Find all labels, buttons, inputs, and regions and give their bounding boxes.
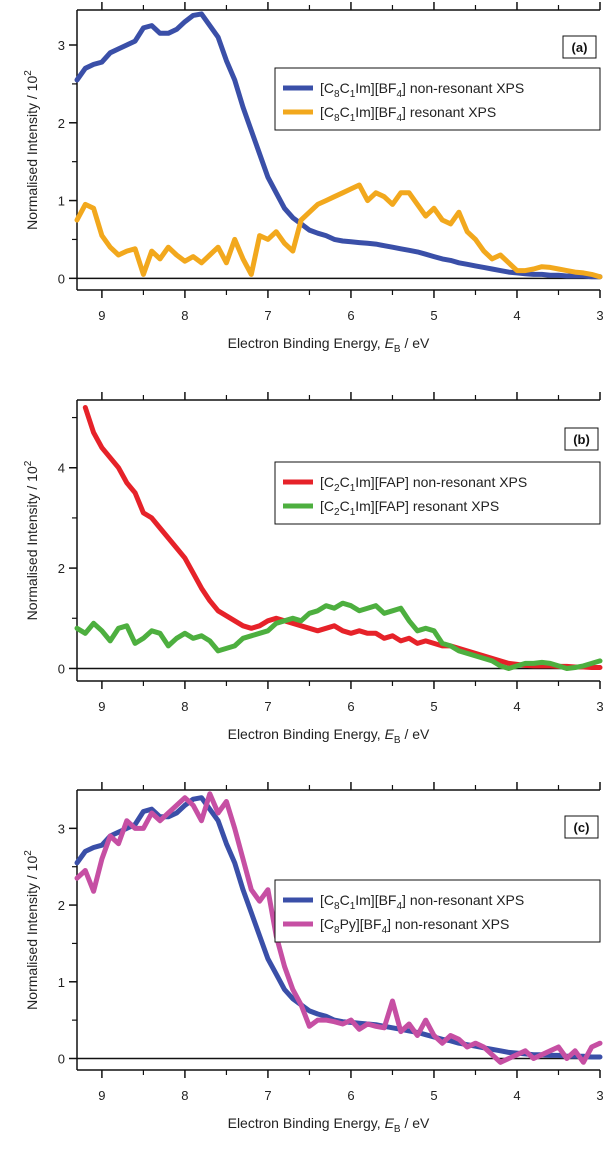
x-tick-label: 3 <box>596 699 603 714</box>
x-tick-label: 7 <box>264 1088 271 1103</box>
panel-tag: (b) <box>564 427 599 451</box>
panel-tag-label: (b) <box>573 432 590 447</box>
legend: [C2​C1​Im][FAP] non-resonant XPS [C2​C1​I… <box>274 461 601 525</box>
panel-tag-box <box>562 35 597 59</box>
x-tick-label: 9 <box>98 308 105 323</box>
x-axis-label: Electron Binding Energy, EB / eV <box>228 335 430 355</box>
panel-tag-box <box>564 427 599 451</box>
panel-tag: (a) <box>562 35 597 59</box>
x-tick-label: 4 <box>513 308 520 323</box>
legend: [C8​C1​Im][BF4​] non-resonant XPS [C8​C1​… <box>274 67 601 131</box>
series-line-2 <box>74 600 603 671</box>
panel-b: 9 8 7 6 5 4 3 0 2 4 [C2​C1​Im][FAP] non-resonant X… <box>23 392 604 746</box>
x-tick-label: 8 <box>181 699 188 714</box>
y-tick-label: 2 <box>58 561 65 576</box>
x-tick-label: 8 <box>181 308 188 323</box>
y-tick-label: 3 <box>58 821 65 836</box>
legend-entry: [C8​Py][BF4​] non-resonant XPS <box>320 916 509 936</box>
panel-tag-box <box>564 815 599 839</box>
y-axis-label: Normalised Intensity / 102 <box>23 850 40 1010</box>
legend-entry: [C8​C1​Im][BF4​] non-resonant XPS <box>320 80 524 100</box>
x-axis-label: Electron Binding Energy, EB / eV <box>228 726 430 746</box>
x-tick-label: 3 <box>596 1088 603 1103</box>
panel-a: 9 8 7 6 5 4 3 0 1 2 3 [C8​C1​Im][BF4​] non-resonant… <box>23 2 604 355</box>
x-tick-label: 4 <box>513 1088 520 1103</box>
y-tick-label: 2 <box>58 116 65 131</box>
x-axis-label: Electron Binding Energy, EB / eV <box>228 1115 430 1135</box>
y-tick-label: 1 <box>58 975 65 990</box>
y-tick-label: 4 <box>58 461 65 476</box>
y-axis-label: Normalised Intensity / 102 <box>23 460 40 620</box>
x-tick-label: 7 <box>264 308 271 323</box>
legend-box <box>274 879 601 943</box>
panel-tag-label: (a) <box>572 40 588 55</box>
x-tick-label: 5 <box>430 1088 437 1103</box>
y-tick-label: 0 <box>58 661 65 676</box>
y-tick-label: 2 <box>58 898 65 913</box>
panel-tag: (c) <box>564 815 599 839</box>
legend-entry: [C2​C1​Im][FAP] non-resonant XPS <box>320 474 527 494</box>
x-tick-label: 9 <box>98 699 105 714</box>
panel-c: 9 8 7 6 5 4 3 0 1 2 3 [C8​C1​Im][BF4​] non-resonant… <box>23 782 604 1135</box>
panel-tag-label: (c) <box>574 820 590 835</box>
x-tick-label: 5 <box>430 308 437 323</box>
x-tick-label: 5 <box>430 699 437 714</box>
x-tick-label: 6 <box>347 308 354 323</box>
legend-entry: [C8​C1​Im][BF4​] resonant XPS <box>320 104 496 124</box>
y-tick-label: 0 <box>58 271 65 286</box>
series-line-1 <box>74 11 603 280</box>
x-tick-label: 4 <box>513 699 520 714</box>
x-tick-label: 6 <box>347 1088 354 1103</box>
y-tick-label: 0 <box>58 1051 65 1066</box>
series-line-2 <box>74 182 603 280</box>
x-tick-label: 8 <box>181 1088 188 1103</box>
y-tick-label: 3 <box>58 38 65 53</box>
x-tick-label: 9 <box>98 1088 105 1103</box>
legend-box <box>274 461 601 525</box>
x-tick-label: 7 <box>264 699 271 714</box>
series-line-2 <box>74 791 603 1065</box>
legend-box <box>274 67 601 131</box>
y-axis-label: Normalised Intensity / 102 <box>23 70 40 230</box>
series-line-1 <box>82 405 603 670</box>
y-tick-label: 1 <box>58 194 65 209</box>
legend-entry: [C2​C1​Im][FAP] resonant XPS <box>320 498 499 518</box>
legend-entry: [C8​C1​Im][BF4​] non-resonant XPS <box>320 892 524 912</box>
x-tick-label: 3 <box>596 308 603 323</box>
legend: [C8​C1​Im][BF4​] non-resonant XPS [C8​Py]… <box>274 879 601 943</box>
x-tick-label: 6 <box>347 699 354 714</box>
